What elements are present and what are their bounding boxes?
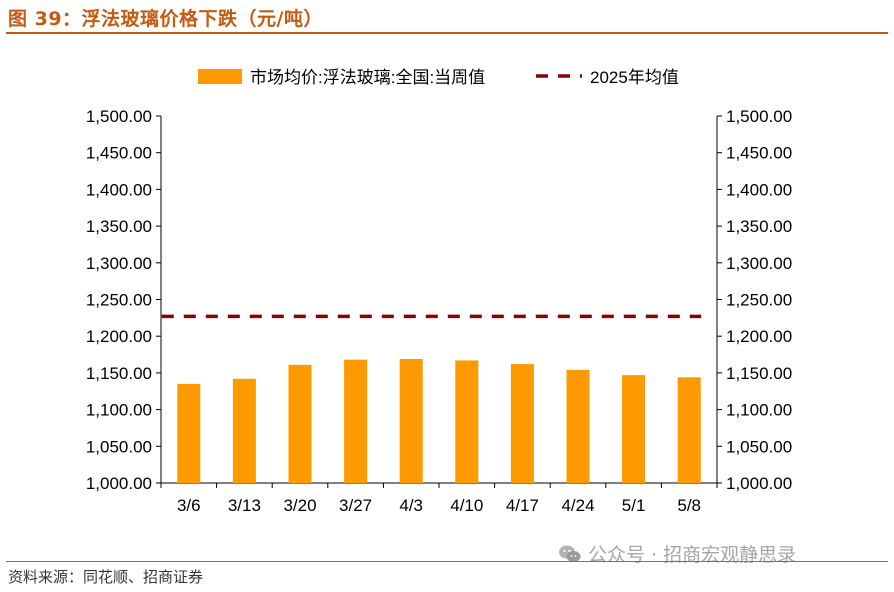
- bar: [288, 364, 312, 483]
- y-tick-label-left: 1,200.00: [86, 327, 152, 346]
- bar: [232, 378, 256, 483]
- bar: [455, 360, 479, 483]
- y-tick-label-right: 1,300.00: [726, 254, 792, 273]
- bar: [677, 377, 701, 483]
- source-rule: [6, 561, 888, 562]
- x-tick-label: 3/13: [228, 496, 261, 515]
- x-tick-label: 4/3: [399, 496, 423, 515]
- y-tick-label-left: 1,050.00: [86, 437, 152, 456]
- y-tick-label-right: 1,200.00: [726, 327, 792, 346]
- y-tick-label-right: 1,450.00: [726, 144, 792, 163]
- legend-label-bar: 市场均价:浮法玻璃:全国:当周值: [250, 68, 485, 87]
- y-tick-label-right: 1,400.00: [726, 180, 792, 199]
- y-tick-label-right: 1,150.00: [726, 364, 792, 383]
- x-tick-label: 5/1: [622, 496, 646, 515]
- x-tick-label: 3/20: [283, 496, 316, 515]
- y-tick-label-left: 1,100.00: [86, 401, 152, 420]
- y-tick-label-right: 1,100.00: [726, 401, 792, 420]
- y-tick-label-right: 1,500.00: [726, 107, 792, 126]
- wechat-icon: [559, 545, 581, 562]
- y-tick-label-left: 1,500.00: [86, 107, 152, 126]
- y-tick-label-left: 1,250.00: [86, 291, 152, 310]
- x-tick-label: 5/8: [677, 496, 701, 515]
- y-tick-label-right: 1,050.00: [726, 437, 792, 456]
- watermark-text: 公众号 · 招商宏观静思录: [588, 544, 797, 566]
- bar: [399, 358, 423, 483]
- x-tick-label: 3/6: [177, 496, 201, 515]
- title-rule: [6, 32, 888, 34]
- x-tick-label: 4/10: [450, 496, 483, 515]
- bar: [622, 375, 646, 483]
- chart: 市场均价:浮法玻璃:全国:当周值 2025年均值 1,000.00 1,000.00…: [86, 68, 792, 515]
- y-tick-label-left: 1,300.00: [86, 254, 152, 273]
- bar: [510, 364, 534, 483]
- y-tick-label-left: 1,450.00: [86, 144, 152, 163]
- chart-legend: 市场均价:浮法玻璃:全国:当周值 2025年均值: [198, 68, 679, 87]
- y-tick-label-right: 1,000.00: [726, 474, 792, 493]
- y-tick-label-left: 1,150.00: [86, 364, 152, 383]
- y-tick-label-right: 1,350.00: [726, 217, 792, 236]
- legend-label-line: 2025年均值: [590, 68, 679, 87]
- x-tick-label: 4/24: [561, 496, 594, 515]
- x-tick-label: 3/27: [339, 496, 372, 515]
- bar: [344, 359, 368, 483]
- y-tick-label-left: 1,350.00: [86, 217, 152, 236]
- y-tick-label-left: 1,000.00: [86, 474, 152, 493]
- chart-axes: 1,000.00 1,000.00 1,050.00 1,050.00 1,100.00…: [86, 107, 792, 515]
- watermark: 公众号 · 招商宏观静思录: [558, 540, 796, 567]
- source-note: 资料来源：同花顺、招商证券: [8, 568, 204, 586]
- y-tick-label-left: 1,400.00: [86, 180, 152, 199]
- x-tick-label: 4/17: [506, 496, 539, 515]
- bar: [177, 383, 201, 483]
- figure-title: 图 39：浮法玻璃价格下跌（元/吨）: [8, 8, 323, 30]
- legend-swatch-bar: [198, 69, 242, 84]
- bar-series: [177, 358, 701, 483]
- bar: [566, 369, 590, 483]
- y-tick-label-right: 1,250.00: [726, 291, 792, 310]
